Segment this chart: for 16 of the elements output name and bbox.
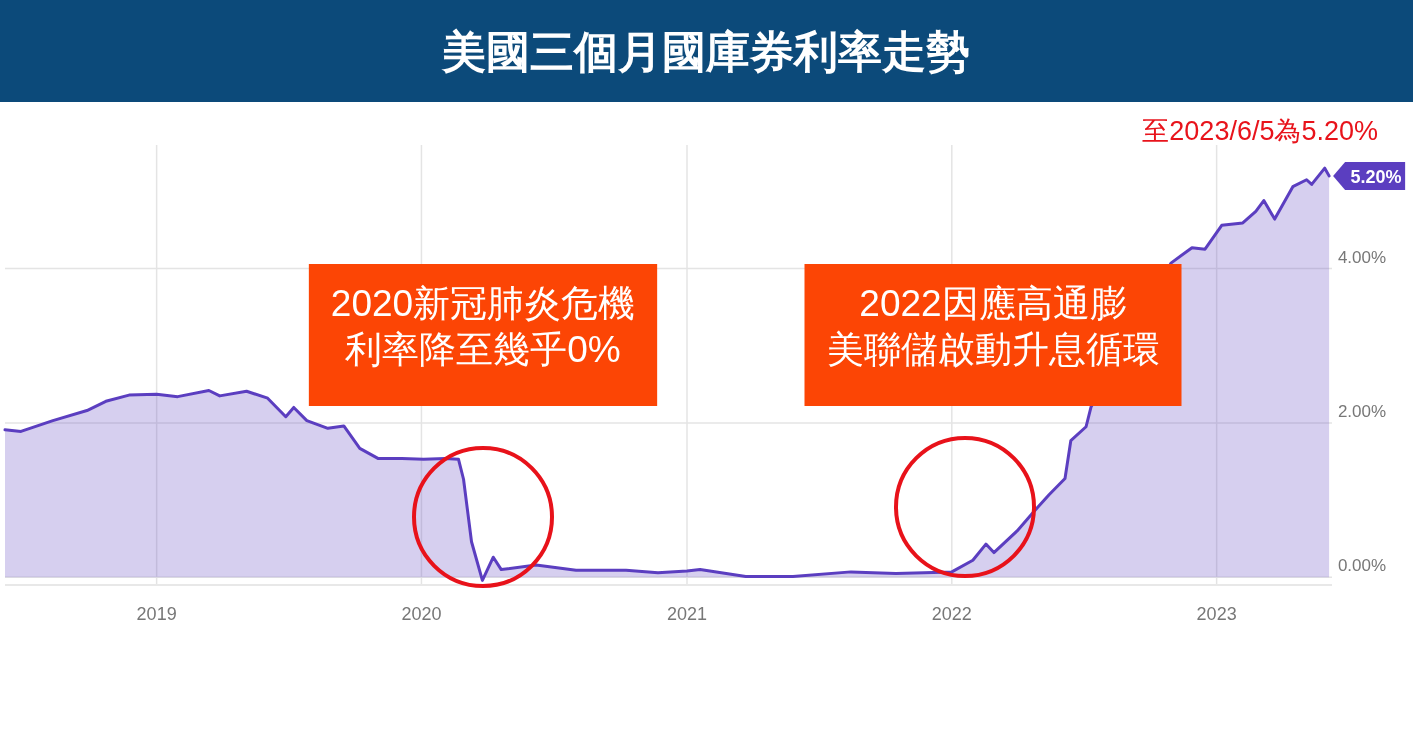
annotation: 5.20% [1350, 166, 1402, 187]
annotation: 利率降至幾乎0% [345, 329, 621, 370]
annotation: 2022因應高通膨 [859, 283, 1127, 324]
value-tag: 5.20% [1333, 161, 1406, 190]
x-tick-label: 2022 [931, 604, 972, 624]
x-tick-label: 2019 [136, 604, 177, 624]
annotation: 美聯儲啟動升息循環 [826, 329, 1160, 370]
annotation: 至2023/6/5為5.20% [1142, 116, 1378, 146]
chart-title: 美國三個月國庫券利率走勢 [441, 27, 970, 76]
y-tick-label: 2.00% [1337, 401, 1387, 421]
x-tick-label: 2023 [1196, 604, 1237, 624]
y-tick-label: 4.00% [1337, 247, 1387, 267]
x-tick-label: 2020 [401, 604, 442, 624]
annotation: 2020新冠肺炎危機 [330, 283, 636, 324]
y-tick-label: 0.00% [1337, 556, 1387, 576]
x-tick-label: 2021 [666, 604, 708, 624]
